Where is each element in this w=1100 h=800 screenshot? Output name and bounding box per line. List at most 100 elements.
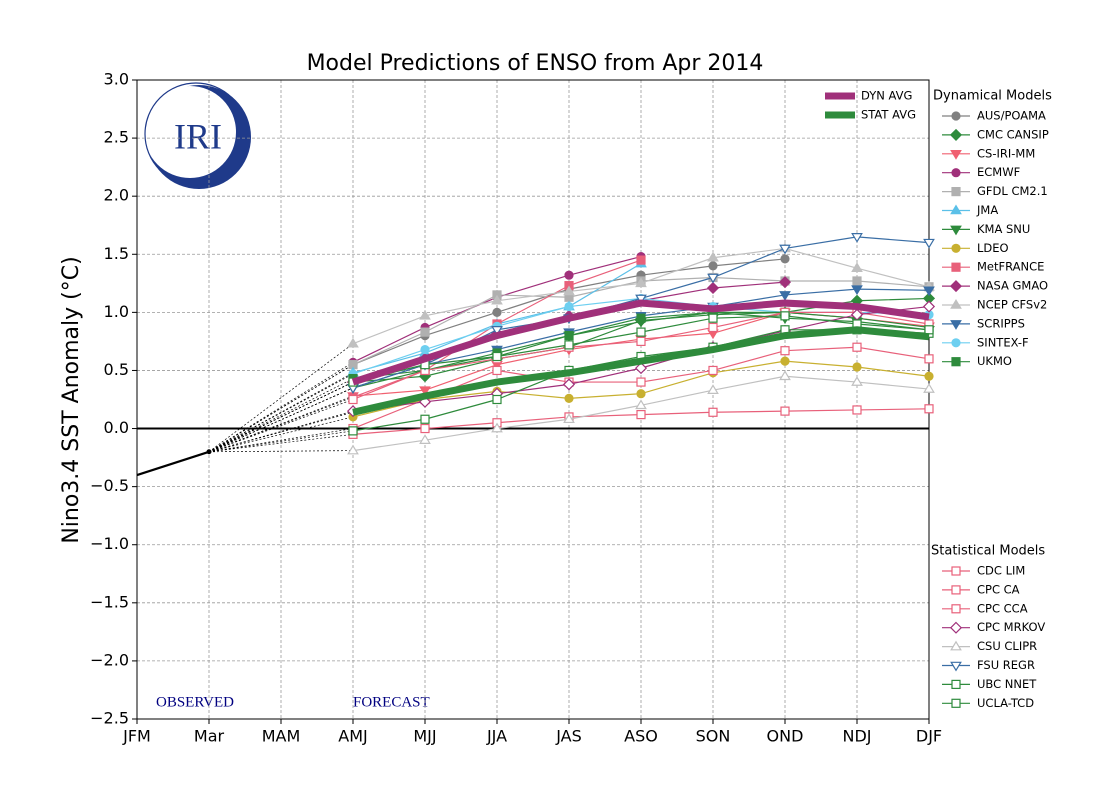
model-marker [635, 277, 647, 288]
model-marker [492, 307, 502, 317]
x-tick-label: MAM [262, 727, 301, 746]
model-marker [492, 394, 502, 405]
legend-marker [951, 243, 961, 253]
legend-label: CDC LIM [977, 564, 1025, 578]
legend-label: CMC CANSIP [977, 127, 1049, 141]
legend-marker [950, 204, 962, 215]
model-marker [852, 342, 862, 352]
x-tick-label: DJF [916, 727, 942, 746]
legend-label: JMA [976, 203, 998, 217]
x-tick-label: JFM [122, 727, 151, 746]
model-marker [636, 377, 646, 387]
model-marker [348, 394, 358, 405]
model-marker [635, 294, 647, 305]
y-tick-label: −0.5 [90, 476, 129, 495]
model-marker [851, 285, 863, 296]
model-marker [636, 336, 646, 347]
chart-title: Model Predictions of ENSO from Apr 2014 [307, 51, 764, 76]
y-tick-label: 1.5 [104, 244, 129, 263]
x-tick-label: AMJ [338, 727, 367, 746]
observed-line [136, 450, 210, 477]
model-marker [852, 276, 862, 286]
model-marker [924, 325, 934, 335]
legend-label: CPC MRKOV [977, 620, 1045, 634]
legend-marker [951, 604, 961, 614]
model-marker [780, 356, 790, 366]
model-marker [491, 294, 503, 305]
legend-marker [951, 357, 961, 367]
model-marker [564, 393, 574, 403]
model-marker [564, 301, 574, 312]
legend-label: GFDL CM2.1 [977, 184, 1048, 198]
legend-marker [949, 280, 963, 293]
forecast-annotation: FORECAST [353, 694, 430, 710]
model-marker [708, 365, 718, 376]
model-marker [636, 313, 646, 323]
legend-marker [950, 299, 962, 309]
legend-marker [951, 338, 961, 348]
model-marker [851, 233, 863, 243]
model-marker [636, 255, 646, 265]
model-marker [563, 285, 575, 296]
legend-marker [951, 111, 961, 121]
model-marker [779, 370, 791, 381]
x-tick-label: SON [696, 727, 731, 746]
x-tick-label: MJJ [413, 727, 436, 746]
model-marker [636, 389, 646, 399]
model-marker [851, 376, 863, 386]
y-tick-label: −1.0 [90, 534, 129, 553]
legend-marker [949, 621, 963, 634]
model-marker [636, 327, 646, 337]
connector [208, 364, 354, 453]
observed-annotation: OBSERVED [156, 694, 234, 710]
connector [208, 450, 354, 453]
legend-label: NASA GMAO [977, 279, 1048, 293]
model-marker [780, 311, 790, 321]
x-tick-label: JJA [486, 727, 507, 746]
model-marker [780, 346, 790, 356]
observed-point [206, 449, 212, 455]
x-tick-label: NDJ [842, 727, 871, 746]
model-marker [347, 444, 359, 455]
legend-marker [951, 187, 961, 197]
legend-marker [950, 225, 962, 236]
model-marker [348, 426, 358, 436]
average-line [352, 326, 930, 416]
legend-marker [950, 640, 962, 651]
model-marker [923, 286, 935, 297]
connector [208, 373, 354, 453]
model-marker [707, 251, 719, 262]
legend-label: DYN AVG [861, 89, 912, 103]
connector [208, 372, 354, 453]
legend-label: LDEO [977, 241, 1009, 255]
connector [208, 428, 354, 453]
y-tick-label: 2.5 [104, 128, 129, 147]
legend-label: AUS/POAMA [977, 109, 1046, 123]
y-tick-label: 0.0 [104, 418, 129, 437]
model-marker [922, 300, 936, 313]
legend-label: UKMO [977, 354, 1012, 368]
legend-marker [951, 566, 961, 576]
model-marker [852, 362, 862, 372]
legend-label: CSU CLIPR [977, 639, 1037, 653]
model-marker [492, 365, 502, 376]
model-marker [347, 337, 359, 348]
x-tick-label: ASO [624, 727, 658, 746]
connector [208, 381, 354, 453]
y-tick-label: 1.0 [104, 302, 129, 321]
legend-label: NCEP CFSv2 [977, 298, 1047, 312]
model-marker [707, 384, 719, 395]
model-marker [634, 362, 648, 375]
legend-label: SCRIPPS [977, 316, 1025, 330]
legend-marker [950, 661, 962, 672]
connector [208, 430, 354, 453]
legend-marker [949, 128, 963, 141]
legend-label: FSU REGR [977, 658, 1035, 672]
model-marker [420, 423, 430, 434]
legend-marker [951, 698, 961, 708]
model-marker [924, 354, 934, 364]
model-marker [564, 340, 574, 350]
model-marker [636, 410, 646, 420]
y-tick-label: −2.0 [90, 650, 129, 669]
model-marker [923, 238, 935, 249]
